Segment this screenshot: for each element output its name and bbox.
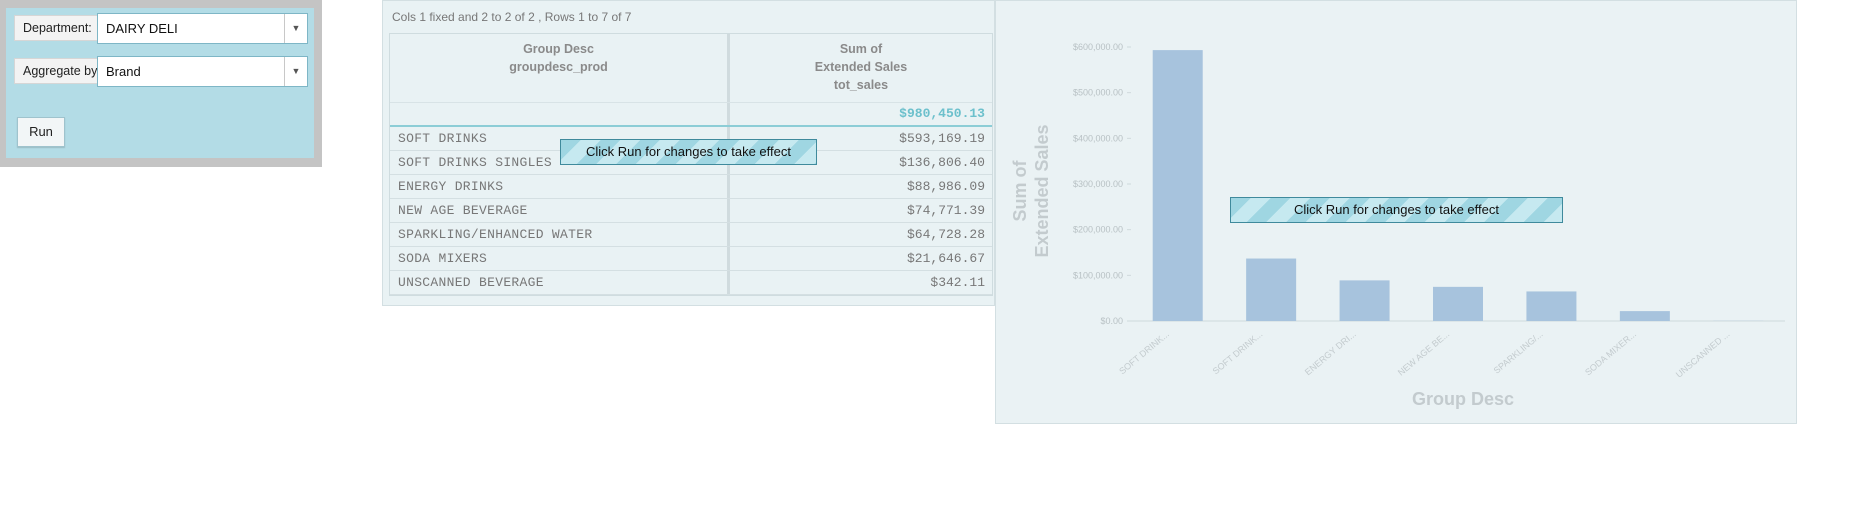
y-tick-label: $300,000.00 — [1073, 179, 1123, 189]
header-tot-sales-field: tot_sales — [833, 78, 889, 92]
x-tick-label: NEW AGE BE... — [1396, 329, 1451, 378]
group-desc-cell: UNSCANNED BEVERAGE — [398, 275, 544, 290]
header-tot-sales-line1: Sum of — [839, 42, 883, 56]
aggregate-select-value: Brand — [106, 64, 141, 79]
x-tick-label: UNSCANNED ... — [1674, 329, 1732, 380]
chart-bar — [1339, 280, 1390, 321]
table-row[interactable]: ENERGY DRINKS $88,986.09 — [390, 175, 992, 199]
group-desc-cell: NEW AGE BEVERAGE — [398, 203, 528, 218]
grand-total-row: $980,450.13 — [390, 103, 992, 127]
chart-bar — [1526, 291, 1577, 321]
department-select[interactable]: DAIRY DELI ▼ — [97, 13, 308, 44]
aggregate-label: Aggregate by: — [14, 58, 110, 84]
y-axis-title-line1: Sum of — [1010, 159, 1030, 221]
group-desc-cell: SPARKLING/ENHANCED WATER — [398, 227, 593, 242]
tot-sales-cell: $64,728.28 — [906, 227, 985, 242]
chart-bar — [1152, 50, 1203, 321]
chart-bar — [1619, 311, 1670, 321]
control-panel: Department: DAIRY DELI ▼ Aggregate by: B… — [0, 0, 322, 167]
x-tick-label: ENERGY DRI... — [1303, 329, 1358, 377]
table-row[interactable]: UNSCANNED BEVERAGE $342.11 — [390, 271, 992, 295]
run-button[interactable]: Run — [17, 117, 65, 147]
department-select-value: DAIRY DELI — [106, 21, 178, 36]
chart-bar — [1246, 258, 1297, 321]
grand-total-value: $980,450.13 — [899, 106, 985, 121]
y-tick-label: $500,000.00 — [1073, 88, 1123, 98]
table-range-info: Cols 1 fixed and 2 to 2 of 2 , Rows 1 to… — [392, 10, 632, 24]
x-axis-title: Group Desc — [1412, 389, 1514, 409]
table-run-notice: Click Run for changes to take effect — [560, 139, 817, 165]
tot-sales-cell: $342.11 — [930, 275, 985, 290]
table-header-row: Group Desc groupdesc_prod Sum of Extende… — [390, 34, 992, 103]
control-panel-body: Department: DAIRY DELI ▼ Aggregate by: B… — [6, 8, 314, 158]
y-tick-label: $200,000.00 — [1073, 225, 1123, 235]
aggregate-select[interactable]: Brand ▼ — [97, 56, 308, 87]
group-desc-cell: SOFT DRINKS SINGLES — [398, 155, 552, 170]
table-body: SOFT DRINKS $593,169.19 SOFT DRINKS SINGLE… — [390, 127, 992, 295]
chevron-down-icon[interactable]: ▼ — [284, 57, 307, 86]
y-tick-label: $0.00 — [1100, 316, 1123, 326]
chevron-down-icon[interactable]: ▼ — [284, 14, 307, 43]
tot-sales-cell: $21,646.67 — [906, 251, 985, 266]
header-group-desc[interactable]: Group Desc groupdesc_prod — [390, 40, 727, 76]
y-tick-label: $100,000.00 — [1073, 270, 1123, 280]
y-tick-label: $400,000.00 — [1073, 133, 1123, 143]
y-axis-title-line2: Extended Sales — [1032, 124, 1052, 257]
chart-run-notice: Click Run for changes to take effect — [1230, 197, 1563, 223]
x-tick-label: SOFT DRINK... — [1117, 329, 1171, 376]
header-group-desc-title: Group Desc — [523, 42, 594, 56]
x-tick-label: SODA MIXER... — [1583, 329, 1638, 377]
x-tick-label: SOFT DRINK... — [1211, 329, 1265, 376]
y-tick-label: $600,000.00 — [1073, 42, 1123, 52]
tot-sales-cell: $136,806.40 — [899, 155, 985, 170]
x-tick-label: SPARKLING/... — [1492, 329, 1545, 376]
tot-sales-cell: $74,771.39 — [906, 203, 985, 218]
group-desc-cell: SODA MIXERS — [398, 251, 488, 266]
table-row[interactable]: SPARKLING/ENHANCED WATER $64,728.28 — [390, 223, 992, 247]
header-tot-sales[interactable]: Sum of Extended Sales tot_sales — [730, 40, 992, 94]
header-group-desc-field: groupdesc_prod — [509, 60, 608, 74]
tot-sales-cell: $88,986.09 — [906, 179, 985, 194]
table-row[interactable]: SODA MIXERS $21,646.67 — [390, 247, 992, 271]
table-row[interactable]: SOFT DRINKS SINGLES $136,806.40 — [390, 151, 992, 175]
group-desc-cell: SOFT DRINKS — [398, 131, 488, 146]
group-desc-cell: ENERGY DRINKS — [398, 179, 504, 194]
chart-bar — [1433, 286, 1483, 321]
department-label: Department: — [14, 15, 101, 41]
tot-sales-cell: $593,169.19 — [899, 131, 985, 146]
table-row[interactable]: NEW AGE BEVERAGE $74,771.39 — [390, 199, 992, 223]
header-tot-sales-line2: Extended Sales — [814, 60, 908, 74]
bar-chart: $0.00 $100,000.00 $200,000.00 $300,000.00 $4… — [1010, 42, 1785, 409]
